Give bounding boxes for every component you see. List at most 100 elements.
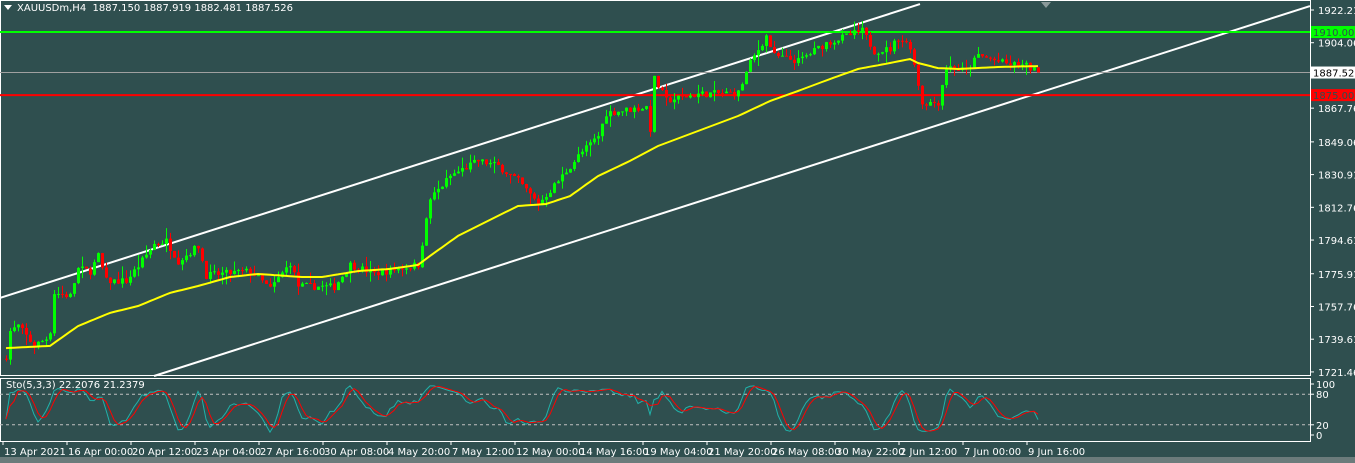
candle [585, 140, 588, 157]
candle [705, 91, 708, 98]
candle-body [917, 64, 920, 86]
channel-lower-line[interactable] [153, 5, 1311, 377]
candle-body [97, 253, 100, 263]
candle-body [977, 54, 980, 58]
candle [445, 169, 448, 189]
candle [77, 267, 80, 285]
candle-body [881, 52, 884, 54]
candle [665, 83, 668, 106]
candle [733, 88, 736, 100]
candle [625, 107, 628, 116]
candle [909, 39, 912, 54]
candle [873, 46, 876, 55]
chart-header: XAUUSDm,H4 1887.150 1887.919 1882.481 18… [4, 3, 293, 14]
candle-body [637, 107, 640, 111]
candle [561, 166, 564, 189]
candle-body [353, 262, 356, 270]
candle-body [137, 267, 140, 270]
candle [181, 258, 184, 271]
candle-body [17, 324, 20, 328]
candle [93, 259, 96, 276]
candle-body [529, 188, 532, 194]
candle [197, 245, 200, 253]
candle-body [13, 327, 16, 332]
candle [517, 174, 520, 183]
candle [761, 44, 764, 51]
x-tick-label: 7 May 12:00 [452, 447, 514, 458]
bottom-scroll-strip[interactable] [0, 457, 1355, 463]
candle [453, 169, 456, 177]
candle [129, 270, 132, 286]
candle-body [801, 56, 804, 59]
candle-body [657, 75, 660, 88]
candle-body [57, 293, 60, 295]
candle [769, 35, 772, 48]
candle [437, 180, 440, 200]
candle-body [333, 283, 336, 291]
candle [925, 102, 928, 111]
candle-body [261, 275, 264, 281]
candle-body [405, 268, 408, 270]
candle [489, 159, 492, 168]
candle-body [777, 52, 780, 57]
candle [773, 40, 776, 54]
candle [105, 262, 108, 279]
candle-body [865, 27, 868, 35]
candle [113, 279, 116, 285]
candle [921, 85, 924, 110]
candle-body [693, 95, 696, 98]
candle-body [885, 47, 888, 53]
indicator-window-frame [0, 378, 1311, 442]
candle-body [133, 269, 136, 277]
candle-body [109, 277, 112, 284]
candle-body [49, 333, 52, 340]
x-tick-label: 27 Apr 16:00 [260, 447, 325, 458]
candle [73, 282, 76, 297]
candle [485, 159, 488, 167]
candle [81, 256, 84, 279]
resistance-price-label: 1910.000 [1313, 28, 1355, 39]
candle [293, 264, 296, 278]
candle [825, 41, 828, 52]
candle-body [277, 277, 280, 283]
candle-body [625, 107, 628, 112]
chart-shift-marker-icon[interactable] [1041, 2, 1051, 8]
candle [789, 49, 792, 61]
candle-body [797, 58, 800, 64]
candle-body [549, 192, 552, 198]
candle [657, 75, 660, 89]
candle [637, 103, 640, 113]
x-tick-label: 12 May 00:00 [516, 447, 585, 458]
candle [341, 275, 344, 284]
candle-body [689, 95, 692, 98]
candle-body [981, 54, 984, 57]
candle [85, 266, 88, 269]
candle-body [765, 35, 768, 46]
x-tick-label: 7 Jun 00:00 [964, 447, 1021, 458]
candle [649, 99, 652, 137]
candle [693, 94, 696, 98]
candle [173, 250, 176, 258]
candle-body [45, 339, 48, 341]
candle-body [705, 91, 708, 98]
candle-body [841, 34, 844, 41]
candle [433, 186, 436, 201]
support-price-label-bg [1311, 89, 1355, 102]
candle [257, 275, 260, 277]
candle [889, 42, 892, 55]
candle-body [209, 271, 212, 279]
candle [189, 252, 192, 258]
dropdown-triangle-icon[interactable] [4, 5, 12, 10]
candle [61, 285, 64, 298]
candle-body [821, 45, 824, 50]
candle [501, 163, 504, 175]
candle [521, 177, 524, 185]
candle-body [401, 268, 404, 270]
candle [109, 277, 112, 290]
candle-body [957, 69, 960, 71]
candle [929, 98, 932, 106]
candle [373, 266, 376, 276]
candle-body [713, 90, 716, 93]
candle-body [669, 97, 672, 103]
